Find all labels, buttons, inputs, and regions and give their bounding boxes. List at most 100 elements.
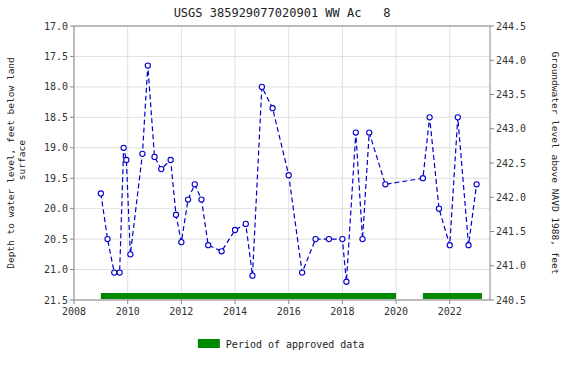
x-tick [396, 300, 397, 304]
x-tick-label: 2010 [116, 306, 140, 317]
x-tick [127, 300, 128, 304]
x-tick [235, 300, 236, 304]
y2-tick [490, 163, 494, 164]
series-line [101, 66, 477, 282]
data-point [474, 182, 479, 187]
y-tick-label: 17.0 [44, 21, 68, 32]
y-tick [70, 269, 74, 270]
data-point [367, 130, 372, 135]
grid-line [235, 26, 236, 300]
data-point [185, 197, 190, 202]
legend: Period of approved data [198, 339, 364, 350]
y2-tick-label: 242.5 [496, 158, 526, 169]
data-point [313, 237, 318, 242]
x-tick-label: 2012 [169, 306, 193, 317]
y2-tick-label: 241.0 [496, 260, 526, 271]
plot-area [98, 63, 482, 299]
x-tick-label: 2016 [277, 306, 301, 317]
y-tick-label: 19.5 [44, 173, 68, 184]
grid-line [74, 239, 490, 240]
y2-tick-label: 244.5 [496, 21, 526, 32]
y2-tick [490, 26, 494, 27]
y-tick [70, 208, 74, 209]
approved-period [423, 293, 482, 299]
data-point [250, 273, 255, 278]
data-point [447, 243, 452, 248]
data-point [300, 270, 305, 275]
data-point [124, 157, 129, 162]
data-point [360, 237, 365, 242]
data-point [340, 237, 345, 242]
y-tick-label: 18.5 [44, 112, 68, 123]
y2-tick-label: 244.0 [496, 55, 526, 66]
data-point [326, 237, 331, 242]
data-point [466, 243, 471, 248]
y-tick [70, 86, 74, 87]
data-point [192, 182, 197, 187]
data-point [219, 249, 224, 254]
y-axis-label: Depth to water level, feet below land su… [5, 57, 27, 269]
y2-tick [490, 60, 494, 61]
y-tick [70, 178, 74, 179]
plot-frame [74, 26, 490, 300]
y-tick-label: 21.5 [44, 295, 68, 306]
data-point [206, 243, 211, 248]
data-point [420, 176, 425, 181]
data-point [243, 221, 248, 226]
grid-line [181, 26, 182, 300]
x-tick-label: 2022 [438, 306, 462, 317]
y-tick [70, 300, 74, 301]
grid-line [288, 26, 289, 300]
x-tick [74, 300, 75, 304]
grid-line [74, 269, 490, 270]
x-tick [449, 300, 450, 304]
data-point [179, 240, 184, 245]
data-point [145, 63, 150, 68]
data-point [270, 106, 275, 111]
data-point [436, 206, 441, 211]
data-point [353, 130, 358, 135]
data-point [259, 84, 264, 89]
y-tick [70, 56, 74, 57]
axes: 2008201020122014201620182020202217.017.5… [44, 21, 526, 318]
y-tick-label: 20.5 [44, 234, 68, 245]
legend-label: Period of approved data [226, 339, 364, 350]
x-tick-label: 2020 [384, 306, 408, 317]
x-tick-label: 2018 [330, 306, 354, 317]
grid [74, 26, 490, 300]
y-tick-label: 19.0 [44, 142, 68, 153]
data-point [121, 145, 126, 150]
data-point [286, 173, 291, 178]
x-tick [288, 300, 289, 304]
data-point [112, 270, 117, 275]
data-point [159, 166, 164, 171]
data-point [117, 270, 122, 275]
approved-period [101, 293, 396, 299]
y2-tick [490, 197, 494, 198]
y2-axis-label: Groundwater level above NAVD 1988, feet [550, 51, 561, 274]
grid-line [396, 26, 397, 300]
y2-tick-label: 240.5 [496, 295, 526, 306]
x-tick [181, 300, 182, 304]
legend-swatch [198, 339, 220, 348]
y-tick-label: 18.0 [44, 81, 68, 92]
grid-line [449, 26, 450, 300]
data-point [98, 191, 103, 196]
chart: 2008201020122014201620182020202217.017.5… [0, 0, 576, 384]
grid-line [127, 26, 128, 300]
y2-tick-label: 243.0 [496, 123, 526, 134]
data-point [152, 154, 157, 159]
y2-tick [490, 128, 494, 129]
x-tick-label: 2014 [223, 306, 247, 317]
data-point [383, 182, 388, 187]
y2-tick-label: 243.5 [496, 89, 526, 100]
y-tick-label: 21.0 [44, 264, 68, 275]
y2-tick-label: 242.0 [496, 192, 526, 203]
data-point [128, 252, 133, 257]
y-tick [70, 147, 74, 148]
grid-line [74, 178, 490, 179]
title: USGS 385929077020901 WW Ac 8 [174, 6, 391, 20]
y-tick [70, 239, 74, 240]
y2-tick [490, 94, 494, 95]
grid-line [342, 26, 343, 300]
